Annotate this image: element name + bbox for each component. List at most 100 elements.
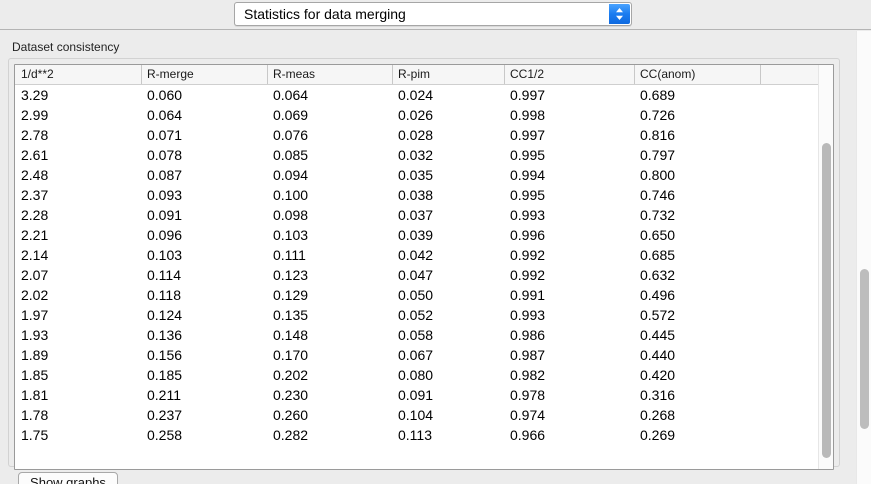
table-cell: 0.185 [147,367,183,383]
table-cell: 0.269 [640,427,676,443]
table-row[interactable]: 2.02 0.118 0.129 0.050 0.991 0.496 [15,285,833,305]
table-cell: 0.689 [640,87,676,103]
table-cell: 0.445 [640,327,676,343]
table-cell: 2.37 [21,187,49,203]
table-cell: 0.024 [398,87,434,103]
table-cell: 0.420 [640,367,676,383]
table-cell: 0.978 [510,387,546,403]
table-cell: 0.230 [273,387,309,403]
table-row[interactable]: 1.97 0.124 0.135 0.052 0.993 0.572 [15,305,833,325]
table-cell: 0.156 [147,347,183,363]
table-row[interactable]: 1.93 0.136 0.148 0.058 0.986 0.445 [15,325,833,345]
table-cell: 2.14 [21,247,49,263]
table-cell: 0.124 [147,307,183,323]
table-row[interactable]: 2.21 0.096 0.103 0.039 0.996 0.650 [15,225,833,245]
table-cell: 0.994 [510,167,546,183]
table-cell: 0.039 [398,227,434,243]
table-row[interactable]: 1.85 0.185 0.202 0.080 0.982 0.420 [15,365,833,385]
table-cell: 0.113 [398,427,432,443]
table-cell: 1.75 [21,427,49,443]
table-row[interactable]: 2.61 0.078 0.085 0.032 0.995 0.797 [15,145,833,165]
table-cell: 2.78 [21,127,49,143]
table-cell: 0.094 [273,167,309,183]
table-scrollbar-thumb[interactable] [822,143,831,458]
table-cell: 2.02 [21,287,49,303]
column-header-0[interactable]: 1/d**2 [21,67,54,81]
table-cell: 0.037 [398,207,434,223]
table-cell: 0.966 [510,427,546,443]
table-cell: 0.992 [510,267,546,283]
table-cell: 1.89 [21,347,49,363]
table-cell: 0.064 [273,87,309,103]
column-header-6[interactable] [760,65,823,84]
table-row[interactable]: 2.14 0.103 0.111 0.042 0.992 0.685 [15,245,833,265]
table-cell: 2.21 [21,227,49,243]
column-header-2[interactable]: R-meas [267,65,392,84]
table-cell: 0.816 [640,127,676,143]
table-cell: 2.61 [21,147,49,163]
table-cell: 0.104 [398,407,434,423]
table-cell: 1.97 [21,307,49,323]
table-cell: 0.080 [398,367,434,383]
table-vertical-scrollbar[interactable] [818,65,833,469]
table-row[interactable]: 1.75 0.258 0.282 0.113 0.966 0.269 [15,425,833,445]
table-cell: 3.29 [21,87,49,103]
table-row[interactable]: 1.78 0.237 0.260 0.104 0.974 0.268 [15,405,833,425]
panel-scrollbar-thumb[interactable] [860,269,869,429]
table-cell: 1.93 [21,327,49,343]
table-row[interactable]: 1.89 0.156 0.170 0.067 0.987 0.440 [15,345,833,365]
table-cell: 0.060 [147,87,183,103]
table-cell: 0.991 [510,287,546,303]
table-cell: 0.058 [398,327,434,343]
column-header-3[interactable]: R-pim [392,65,504,84]
table-cell: 0.050 [398,287,434,303]
table-cell: 2.28 [21,207,49,223]
table-row[interactable]: 1.81 0.211 0.230 0.091 0.978 0.316 [15,385,833,405]
column-header-4[interactable]: CC1/2 [504,65,634,84]
show-graphs-button[interactable]: Show graphs [18,472,118,484]
table-cell: 0.103 [273,227,309,243]
table-cell: 0.035 [398,167,434,183]
statistics-view-popup-button[interactable]: Statistics for data merging [234,2,632,26]
table-row[interactable]: 3.29 0.060 0.064 0.024 0.997 0.689 [15,85,833,105]
table-cell: 1.85 [21,367,49,383]
table-cell: 0.993 [510,307,546,323]
table-row[interactable]: 2.99 0.064 0.069 0.026 0.998 0.726 [15,105,833,125]
table-cell: 2.07 [21,267,49,283]
table-cell: 0.572 [640,307,676,323]
table-cell: 0.038 [398,187,434,203]
column-header-1[interactable]: R-merge [141,65,267,84]
table-cell: 0.170 [273,347,309,363]
panel-vertical-scrollbar[interactable] [856,31,871,484]
table-cell: 0.974 [510,407,546,423]
table-row[interactable]: 2.28 0.091 0.098 0.037 0.993 0.732 [15,205,833,225]
table-cell: 0.746 [640,187,676,203]
table-cell: 0.797 [640,147,676,163]
table-cell: 0.087 [147,167,183,183]
table-cell: 1.78 [21,407,49,423]
popup-selected-label: Statistics for data merging [244,6,406,22]
table-row[interactable]: 2.48 0.087 0.094 0.035 0.994 0.800 [15,165,833,185]
column-header-5[interactable]: CC(anom) [634,65,760,84]
table-cell: 0.440 [640,347,676,363]
table-cell: 0.076 [273,127,309,143]
table-cell: 0.114 [147,267,181,283]
up-down-chevron-icon[interactable] [609,4,630,24]
table-cell: 0.211 [147,387,181,403]
table-cell: 0.237 [147,407,183,423]
table-cell: 0.026 [398,107,434,123]
table-cell: 0.282 [273,427,309,443]
table-cell: 0.202 [273,367,309,383]
table-row[interactable]: 2.78 0.071 0.076 0.028 0.997 0.816 [15,125,833,145]
content-area: Dataset consistency 1/d**2 R-merge R-mea… [0,31,871,484]
table-row[interactable]: 2.37 0.093 0.100 0.038 0.995 0.746 [15,185,833,205]
table-cell: 0.042 [398,247,434,263]
table-cell: 0.995 [510,187,546,203]
table-cell: 0.148 [273,327,309,343]
table-cell: 0.111 [273,247,306,263]
table-cell: 0.096 [147,227,183,243]
toolbar: Statistics for data merging [0,0,871,30]
table-cell: 0.069 [273,107,309,123]
table-row[interactable]: 2.07 0.114 0.123 0.047 0.992 0.632 [15,265,833,285]
